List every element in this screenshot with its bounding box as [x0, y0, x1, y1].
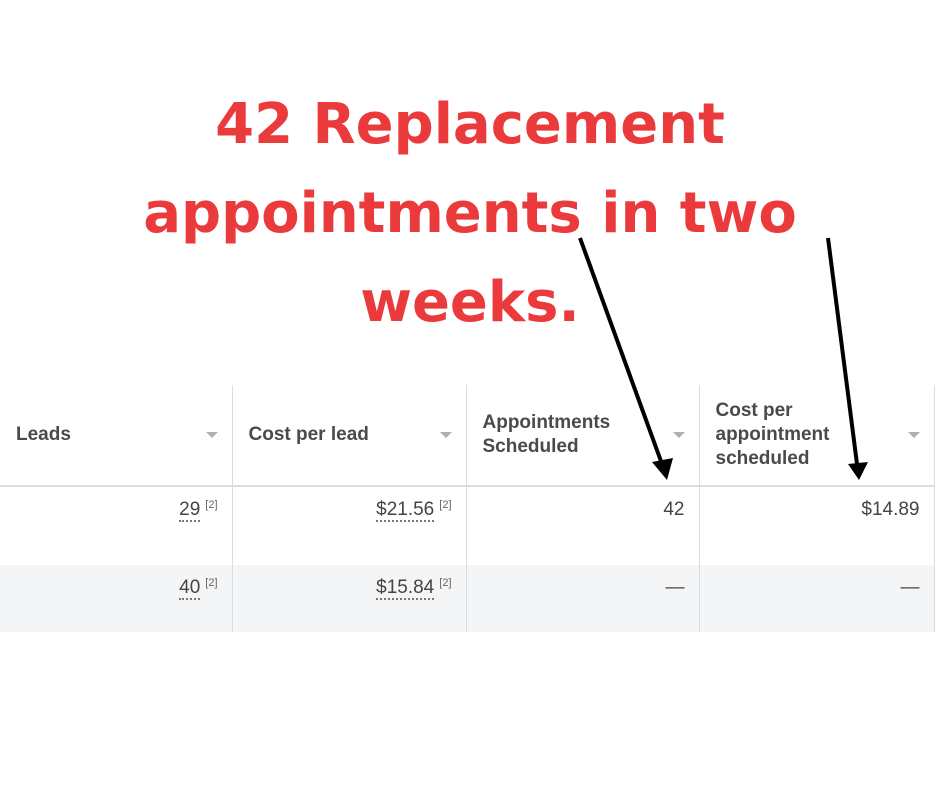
footnote-marker: [2]	[439, 577, 452, 589]
cell-cost-per-lead: $15.84 [2]	[232, 565, 467, 632]
cell-appointments: —	[466, 565, 700, 632]
caret-down-icon[interactable]	[205, 432, 218, 438]
cell-cost-per-appointment: —	[699, 565, 935, 632]
caret-down-icon[interactable]	[439, 432, 452, 438]
headline: 42 Replacement appointments in two weeks…	[0, 80, 940, 347]
column-label: Leads	[16, 424, 71, 445]
column-label: Cost per lead	[248, 424, 369, 445]
cpl-value[interactable]: $21.56	[376, 499, 435, 522]
column-header-cost-per-lead[interactable]: Cost per lead	[232, 385, 467, 487]
column-label: Appointments Scheduled	[482, 412, 611, 457]
footnote-marker: [2]	[205, 499, 218, 511]
caret-down-icon[interactable]	[907, 432, 920, 438]
cpl-value[interactable]: $15.84	[376, 577, 435, 600]
caret-down-icon[interactable]	[672, 432, 685, 438]
headline-line: 42 Replacement	[215, 92, 725, 157]
cell-cost-per-lead: $21.56 [2]	[232, 486, 467, 565]
footnote-marker: [2]	[439, 499, 452, 511]
column-header-cost-per-appointment[interactable]: Cost per appointment scheduled	[699, 385, 935, 487]
column-header-leads[interactable]: Leads	[0, 385, 233, 487]
table-header-row: Leads Cost per lead Appointments Schedul…	[0, 385, 935, 487]
results-table: Leads Cost per lead Appointments Schedul…	[0, 385, 935, 632]
headline-line: appointments in two	[143, 181, 797, 246]
headline-line: weeks.	[360, 270, 580, 335]
column-header-appointments-scheduled[interactable]: Appointments Scheduled	[466, 385, 700, 487]
table-row: 29 [2] $21.56 [2] 42 $14.89	[0, 486, 935, 565]
cell-leads: 29 [2]	[0, 486, 233, 565]
leads-value[interactable]: 40	[179, 577, 201, 600]
cell-appointments: 42	[466, 486, 700, 565]
table-row: 40 [2] $15.84 [2] — —	[0, 565, 935, 632]
cell-leads: 40 [2]	[0, 565, 233, 632]
leads-value[interactable]: 29	[179, 499, 201, 522]
column-label: Cost per appointment scheduled	[715, 400, 830, 469]
footnote-marker: [2]	[205, 577, 218, 589]
cell-cost-per-appointment: $14.89	[699, 486, 935, 565]
